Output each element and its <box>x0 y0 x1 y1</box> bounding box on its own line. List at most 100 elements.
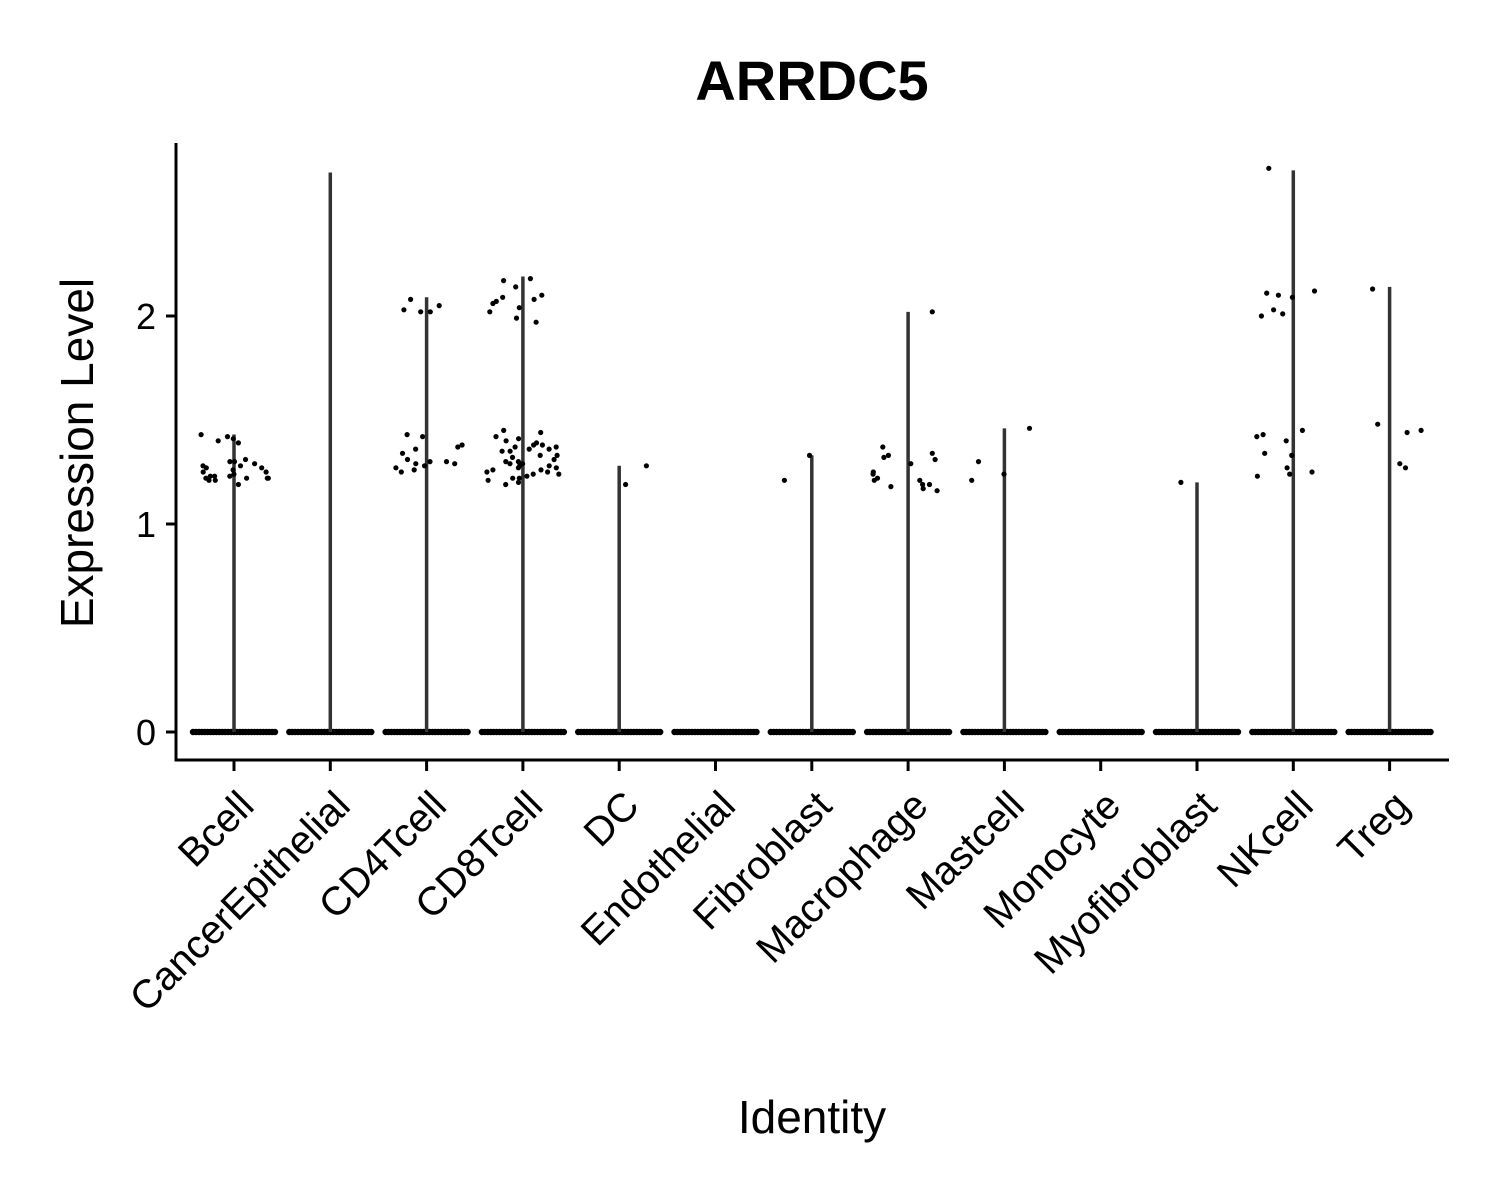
data-point <box>263 469 269 475</box>
x-tick-label: DC <box>576 783 648 855</box>
data-point <box>507 461 513 467</box>
zero-point <box>849 728 856 736</box>
data-point <box>926 481 933 488</box>
y-tick-label: 1 <box>136 504 156 545</box>
data-point <box>516 436 522 442</box>
data-point <box>452 461 458 467</box>
data-point <box>920 486 926 492</box>
zero-point <box>1042 728 1049 736</box>
plot-area <box>189 165 1434 736</box>
data-point <box>1258 313 1264 319</box>
data-point <box>553 465 559 471</box>
data-point <box>517 463 523 469</box>
data-point <box>230 436 236 442</box>
data-point <box>487 309 493 315</box>
data-point <box>393 465 399 471</box>
data-point <box>537 452 543 458</box>
data-point <box>1375 421 1381 427</box>
data-point <box>1299 427 1305 433</box>
data-point <box>1254 473 1260 479</box>
data-point <box>538 429 544 436</box>
data-point <box>1266 165 1272 171</box>
data-point <box>411 467 417 473</box>
data-point <box>527 276 534 282</box>
zero-point <box>560 728 568 736</box>
data-point <box>235 440 241 446</box>
data-point <box>1260 432 1266 438</box>
data-point <box>408 296 414 302</box>
data-point <box>398 469 404 475</box>
data-point <box>969 477 975 483</box>
data-point <box>546 446 552 452</box>
data-point <box>215 438 221 444</box>
data-point <box>516 475 522 481</box>
data-point <box>524 473 530 479</box>
data-point <box>507 448 513 454</box>
zero-point <box>1138 728 1145 736</box>
data-point <box>413 446 419 452</box>
data-point <box>1311 288 1318 294</box>
data-point <box>503 459 509 465</box>
data-point <box>515 479 522 485</box>
data-point <box>917 477 923 483</box>
violin-group-cd8tcell <box>478 276 568 736</box>
zero-point <box>1427 728 1434 736</box>
data-point <box>436 303 442 309</box>
data-point <box>235 481 241 488</box>
data-point <box>1283 438 1289 444</box>
data-point <box>421 463 428 469</box>
data-point <box>515 459 522 465</box>
data-point <box>533 319 539 325</box>
data-point <box>554 452 560 458</box>
data-point <box>227 473 233 479</box>
data-point <box>539 442 546 448</box>
violin-group-fibroblast <box>767 452 856 736</box>
data-point <box>545 469 551 475</box>
chart-title: ARRDC5 <box>695 49 928 112</box>
data-point <box>242 456 249 463</box>
zero-point <box>753 728 760 736</box>
violin-group-endothelial <box>671 728 760 736</box>
data-point <box>459 442 465 448</box>
data-point <box>231 459 238 465</box>
data-point <box>401 307 407 313</box>
data-point <box>484 469 490 475</box>
data-point <box>227 459 233 465</box>
data-point <box>1289 294 1295 300</box>
violin-group-myofibroblast <box>1152 479 1242 736</box>
data-point <box>510 475 516 481</box>
data-point <box>512 444 518 450</box>
data-point <box>418 309 424 315</box>
violin-group-bcell <box>189 432 279 736</box>
data-point <box>908 461 914 467</box>
data-point <box>413 461 419 467</box>
data-point <box>513 315 520 321</box>
data-point <box>503 481 509 488</box>
data-point <box>551 456 557 463</box>
data-point <box>539 292 545 298</box>
data-point <box>781 477 788 483</box>
zero-point <box>1234 728 1242 736</box>
data-point <box>881 454 887 460</box>
data-point <box>509 454 516 460</box>
data-point <box>443 459 450 465</box>
data-point <box>874 475 881 481</box>
data-point <box>1275 292 1281 298</box>
data-point <box>975 459 982 465</box>
violin-group-cd4tcell <box>382 296 471 736</box>
data-point <box>455 444 461 450</box>
data-point <box>1262 450 1268 456</box>
violin-group-macrophage <box>863 309 953 736</box>
data-point <box>200 469 206 475</box>
data-point <box>1271 307 1277 313</box>
data-point <box>224 434 231 440</box>
data-point <box>1280 311 1286 317</box>
data-point <box>513 284 519 290</box>
data-point <box>920 481 926 488</box>
data-point <box>212 473 218 479</box>
data-point <box>870 471 876 477</box>
data-point <box>501 278 507 284</box>
data-point <box>1402 465 1409 471</box>
